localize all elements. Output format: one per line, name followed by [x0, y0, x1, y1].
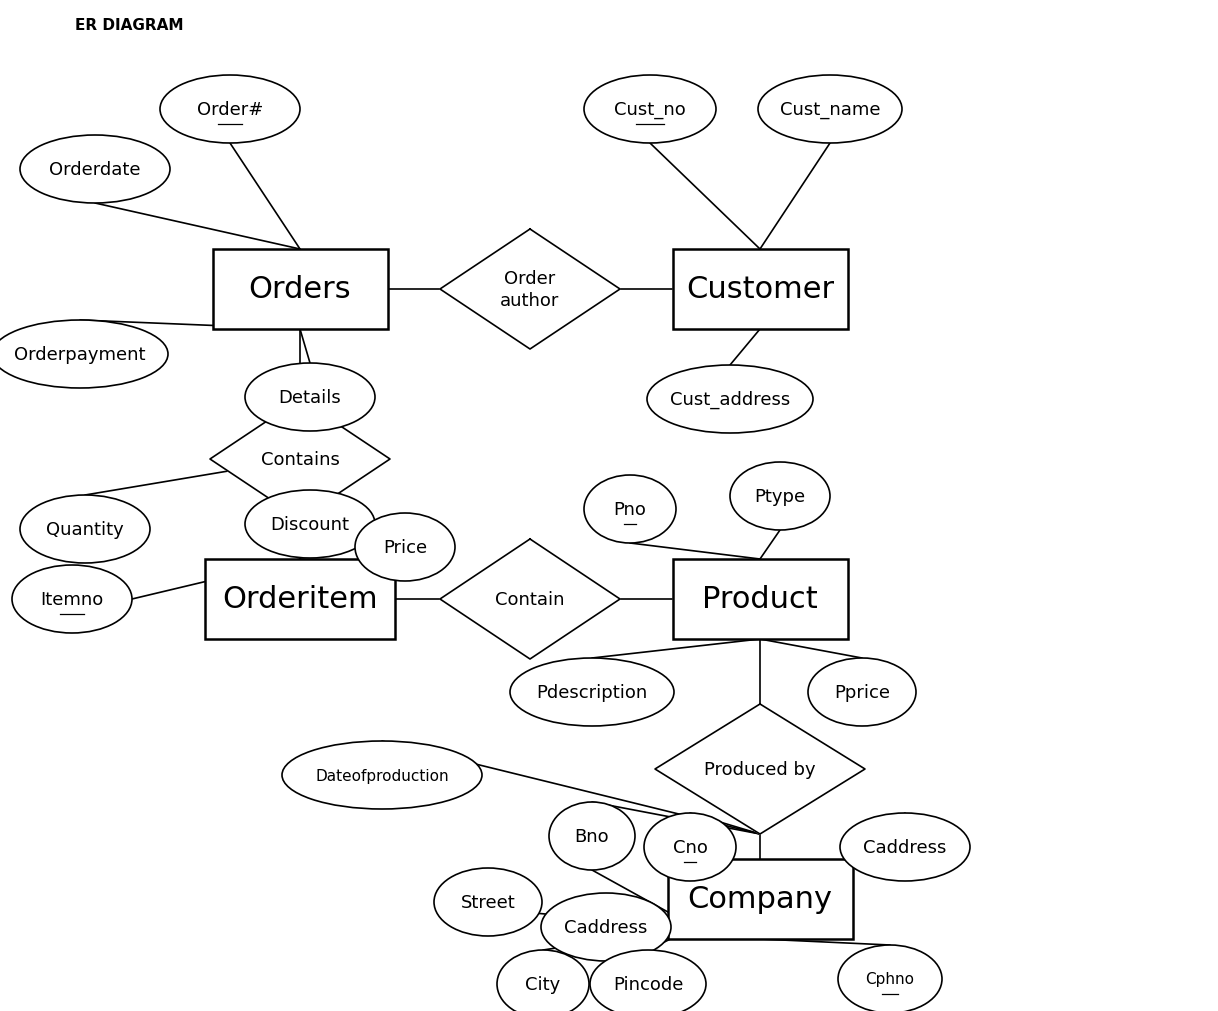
Text: Dateofproduction: Dateofproduction	[315, 767, 448, 783]
Text: City: City	[525, 975, 560, 993]
Text: Contain: Contain	[496, 590, 565, 609]
Ellipse shape	[808, 658, 916, 726]
Text: Pno: Pno	[614, 500, 647, 519]
Ellipse shape	[583, 475, 676, 544]
Ellipse shape	[730, 463, 829, 531]
Ellipse shape	[354, 514, 456, 581]
Text: Orderpayment: Orderpayment	[15, 346, 146, 364]
Ellipse shape	[19, 135, 171, 204]
Text: Customer: Customer	[686, 275, 834, 304]
Text: Cust_name: Cust_name	[780, 101, 881, 119]
Text: Details: Details	[279, 388, 341, 406]
Text: Cno: Cno	[672, 838, 708, 856]
Text: Price: Price	[382, 539, 428, 556]
Ellipse shape	[549, 802, 635, 870]
Text: Orderdate: Orderdate	[49, 161, 141, 179]
Ellipse shape	[245, 364, 375, 432]
Ellipse shape	[840, 813, 970, 882]
Text: Street: Street	[460, 893, 515, 911]
Text: Order
author: Order author	[501, 270, 560, 309]
Polygon shape	[655, 705, 865, 834]
Text: Company: Company	[687, 885, 832, 914]
Polygon shape	[209, 399, 390, 520]
Ellipse shape	[583, 76, 716, 144]
Text: Discount: Discount	[270, 516, 350, 534]
Ellipse shape	[0, 320, 168, 388]
Polygon shape	[440, 540, 620, 659]
Ellipse shape	[644, 813, 736, 882]
Text: Pdescription: Pdescription	[536, 683, 648, 702]
Text: Orders: Orders	[248, 275, 351, 304]
Text: Cust_address: Cust_address	[670, 390, 790, 408]
Text: Itemno: Itemno	[40, 590, 104, 609]
Ellipse shape	[434, 868, 542, 936]
Text: Contains: Contains	[261, 451, 340, 468]
Text: Produced by: Produced by	[704, 760, 816, 778]
Bar	[672, 250, 848, 330]
Ellipse shape	[283, 741, 482, 809]
Ellipse shape	[19, 495, 150, 563]
Bar	[205, 559, 395, 639]
Text: Pincode: Pincode	[613, 975, 683, 993]
Text: Caddress: Caddress	[864, 838, 946, 856]
Bar	[672, 559, 848, 639]
Text: Bno: Bno	[575, 827, 609, 845]
Ellipse shape	[838, 945, 942, 1011]
Text: Pprice: Pprice	[834, 683, 890, 702]
Ellipse shape	[497, 950, 590, 1011]
Text: Quantity: Quantity	[46, 521, 124, 539]
Ellipse shape	[590, 950, 706, 1011]
Bar	[667, 859, 853, 939]
Bar	[212, 250, 387, 330]
Ellipse shape	[12, 565, 132, 633]
Ellipse shape	[541, 893, 671, 961]
Text: Order#: Order#	[197, 101, 263, 119]
Text: Product: Product	[702, 585, 817, 614]
Ellipse shape	[160, 76, 300, 144]
Ellipse shape	[647, 366, 812, 434]
Text: Cust_no: Cust_no	[614, 101, 686, 119]
Text: Ptype: Ptype	[754, 487, 805, 506]
Text: Caddress: Caddress	[564, 918, 648, 936]
Polygon shape	[440, 229, 620, 350]
Text: Orderitem: Orderitem	[222, 585, 378, 614]
Text: ER DIAGRAM: ER DIAGRAM	[76, 18, 184, 33]
Text: Cphno: Cphno	[866, 972, 915, 987]
Ellipse shape	[758, 76, 903, 144]
Ellipse shape	[245, 490, 375, 558]
Ellipse shape	[510, 658, 674, 726]
